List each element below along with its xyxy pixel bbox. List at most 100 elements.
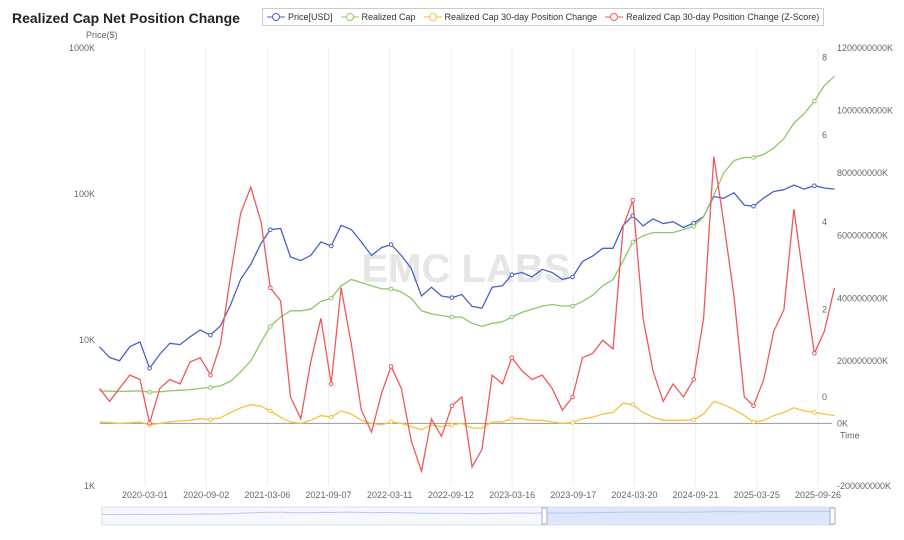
data-point <box>509 355 515 360</box>
data-point <box>691 224 696 229</box>
x-tick-label: 2022-09-12 <box>428 490 474 500</box>
data-point <box>570 274 575 280</box>
data-point <box>147 389 152 395</box>
data-point <box>268 408 273 414</box>
right-tick-label: 1200000000K <box>837 43 893 53</box>
legend-label: Price[USD] <box>288 12 333 22</box>
data-point <box>147 365 152 371</box>
zoom-handle-right[interactable] <box>829 507 836 525</box>
legend: Price[USD] Realized Cap Realized Cap 30-da… <box>262 8 825 26</box>
data-point <box>751 403 756 409</box>
x-tick-label: 2025-09-26 <box>795 490 841 500</box>
data-point <box>208 385 213 390</box>
zscore-tick-label: 0 <box>822 392 827 402</box>
data-point <box>630 198 636 203</box>
legend-item[interactable]: Realized Cap 30-day Position Change <box>423 12 598 22</box>
right-tick-label: -200000000K <box>837 481 891 491</box>
legend-marker-icon <box>267 13 285 21</box>
right-tick-label: 200000000K <box>837 356 888 366</box>
data-point <box>328 414 334 420</box>
data-point <box>509 416 515 422</box>
data-point <box>388 419 394 425</box>
x-tick-label: 2023-03-16 <box>489 490 535 500</box>
data-point <box>691 417 696 422</box>
data-point <box>812 410 817 415</box>
zscore-tick-label: 8 <box>822 52 827 62</box>
data-point <box>570 303 575 309</box>
legend-marker-icon <box>605 13 624 21</box>
data-point <box>812 98 817 104</box>
left-tick-label: 1000K <box>69 43 95 53</box>
data-point <box>268 324 273 329</box>
left-tick-label: 100K <box>74 189 95 199</box>
data-point <box>570 420 575 425</box>
data-point <box>328 381 334 387</box>
data-point <box>691 377 696 382</box>
data-point <box>570 394 575 400</box>
data-point <box>208 417 213 422</box>
data-point <box>388 364 394 369</box>
data-point <box>751 419 756 425</box>
zoom-slider-preview <box>101 510 833 516</box>
right-tick-label: 0K <box>837 418 848 428</box>
legend-item[interactable]: Realized Cap <box>340 12 416 22</box>
data-point <box>509 314 515 320</box>
data-point <box>812 183 817 188</box>
left-axis-label: Price($) <box>86 30 118 40</box>
series-line-2 <box>99 400 835 431</box>
data-point <box>147 420 152 426</box>
data-point <box>449 295 455 300</box>
legend-label: Realized Cap 30-day Position Change <box>444 12 598 22</box>
x-tick-label: 2021-03-06 <box>244 490 290 500</box>
data-point <box>268 285 273 291</box>
x-tick-label: 2024-09-21 <box>673 490 719 500</box>
data-point <box>630 239 636 245</box>
legend-item[interactable]: Realized Cap 30-day Position Change (Z-S… <box>605 12 819 22</box>
watermark: EMC LABS <box>362 247 571 291</box>
data-point <box>630 402 636 407</box>
data-point <box>388 286 394 292</box>
series-line-3 <box>98 156 836 474</box>
x-tick-label: 2022-03-11 <box>367 490 412 500</box>
data-point <box>208 332 213 338</box>
x-tick-label: 2020-03-01 <box>122 490 168 500</box>
x-tick-label: 2020-09-02 <box>183 490 229 500</box>
data-point <box>449 422 455 428</box>
data-point <box>449 314 455 320</box>
right-tick-label: 800000000K <box>837 168 888 178</box>
data-point <box>751 155 756 160</box>
series-line-1 <box>99 75 835 393</box>
zoom-slider-window[interactable] <box>545 507 833 525</box>
legend-label: Realized Cap 30-day Position Change (Z-S… <box>626 12 820 22</box>
data-point <box>509 272 515 278</box>
right-tick-label: 1000000000K <box>837 106 893 116</box>
data-point <box>751 203 756 209</box>
x-tick-label: 2021-09-07 <box>306 490 352 500</box>
chart-title: Realized Cap Net Position Change <box>12 10 240 26</box>
left-tick-label: 1K <box>84 481 95 491</box>
zscore-tick-label: 2 <box>822 305 827 315</box>
x-axis-label: Time <box>840 430 860 440</box>
x-tick-label: 2023-09-17 <box>550 490 596 500</box>
legend-marker-icon <box>423 13 442 21</box>
data-point <box>268 227 273 232</box>
left-tick-label: 10K <box>79 335 95 345</box>
zoom-handle-left[interactable] <box>541 507 548 525</box>
data-point <box>328 243 334 249</box>
legend-label: Realized Cap <box>361 12 416 22</box>
legend-marker-icon <box>340 13 359 21</box>
x-tick-label: 2025-03-25 <box>734 490 780 500</box>
legend-item[interactable]: Price[USD] <box>267 12 333 22</box>
data-point <box>328 295 334 301</box>
data-point <box>449 403 455 409</box>
zscore-tick-label: 6 <box>822 130 827 140</box>
x-tick-label: 2024-03-20 <box>611 490 657 500</box>
data-point <box>388 242 394 247</box>
right-tick-label: 600000000K <box>837 231 888 241</box>
data-point <box>208 372 213 378</box>
right-tick-label: 400000000K <box>837 293 888 303</box>
data-point <box>812 351 817 356</box>
zscore-tick-label: 4 <box>822 217 827 227</box>
